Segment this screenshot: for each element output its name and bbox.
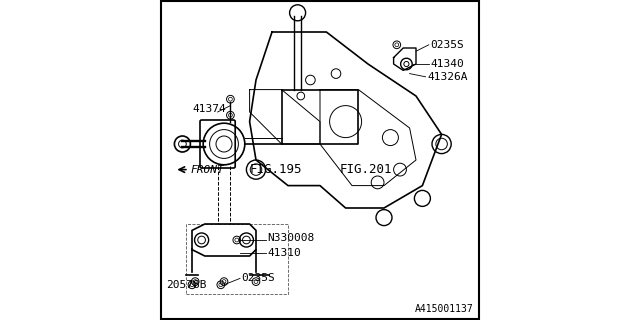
Text: 20578B: 20578B (166, 280, 207, 290)
Text: 41310: 41310 (268, 248, 301, 258)
Text: A415001137: A415001137 (415, 304, 474, 314)
Text: FIG.201: FIG.201 (339, 163, 392, 176)
FancyBboxPatch shape (200, 120, 236, 168)
Text: FIG.195: FIG.195 (250, 163, 302, 176)
Text: 41374: 41374 (192, 104, 226, 114)
Bar (186, 224, 288, 294)
Text: N330008: N330008 (268, 233, 314, 244)
Text: 41340: 41340 (430, 59, 464, 69)
Text: 41326A: 41326A (428, 72, 468, 82)
Text: 0235S: 0235S (430, 40, 464, 50)
Text: FRONT: FRONT (191, 164, 224, 175)
Text: 0235S: 0235S (242, 273, 275, 284)
